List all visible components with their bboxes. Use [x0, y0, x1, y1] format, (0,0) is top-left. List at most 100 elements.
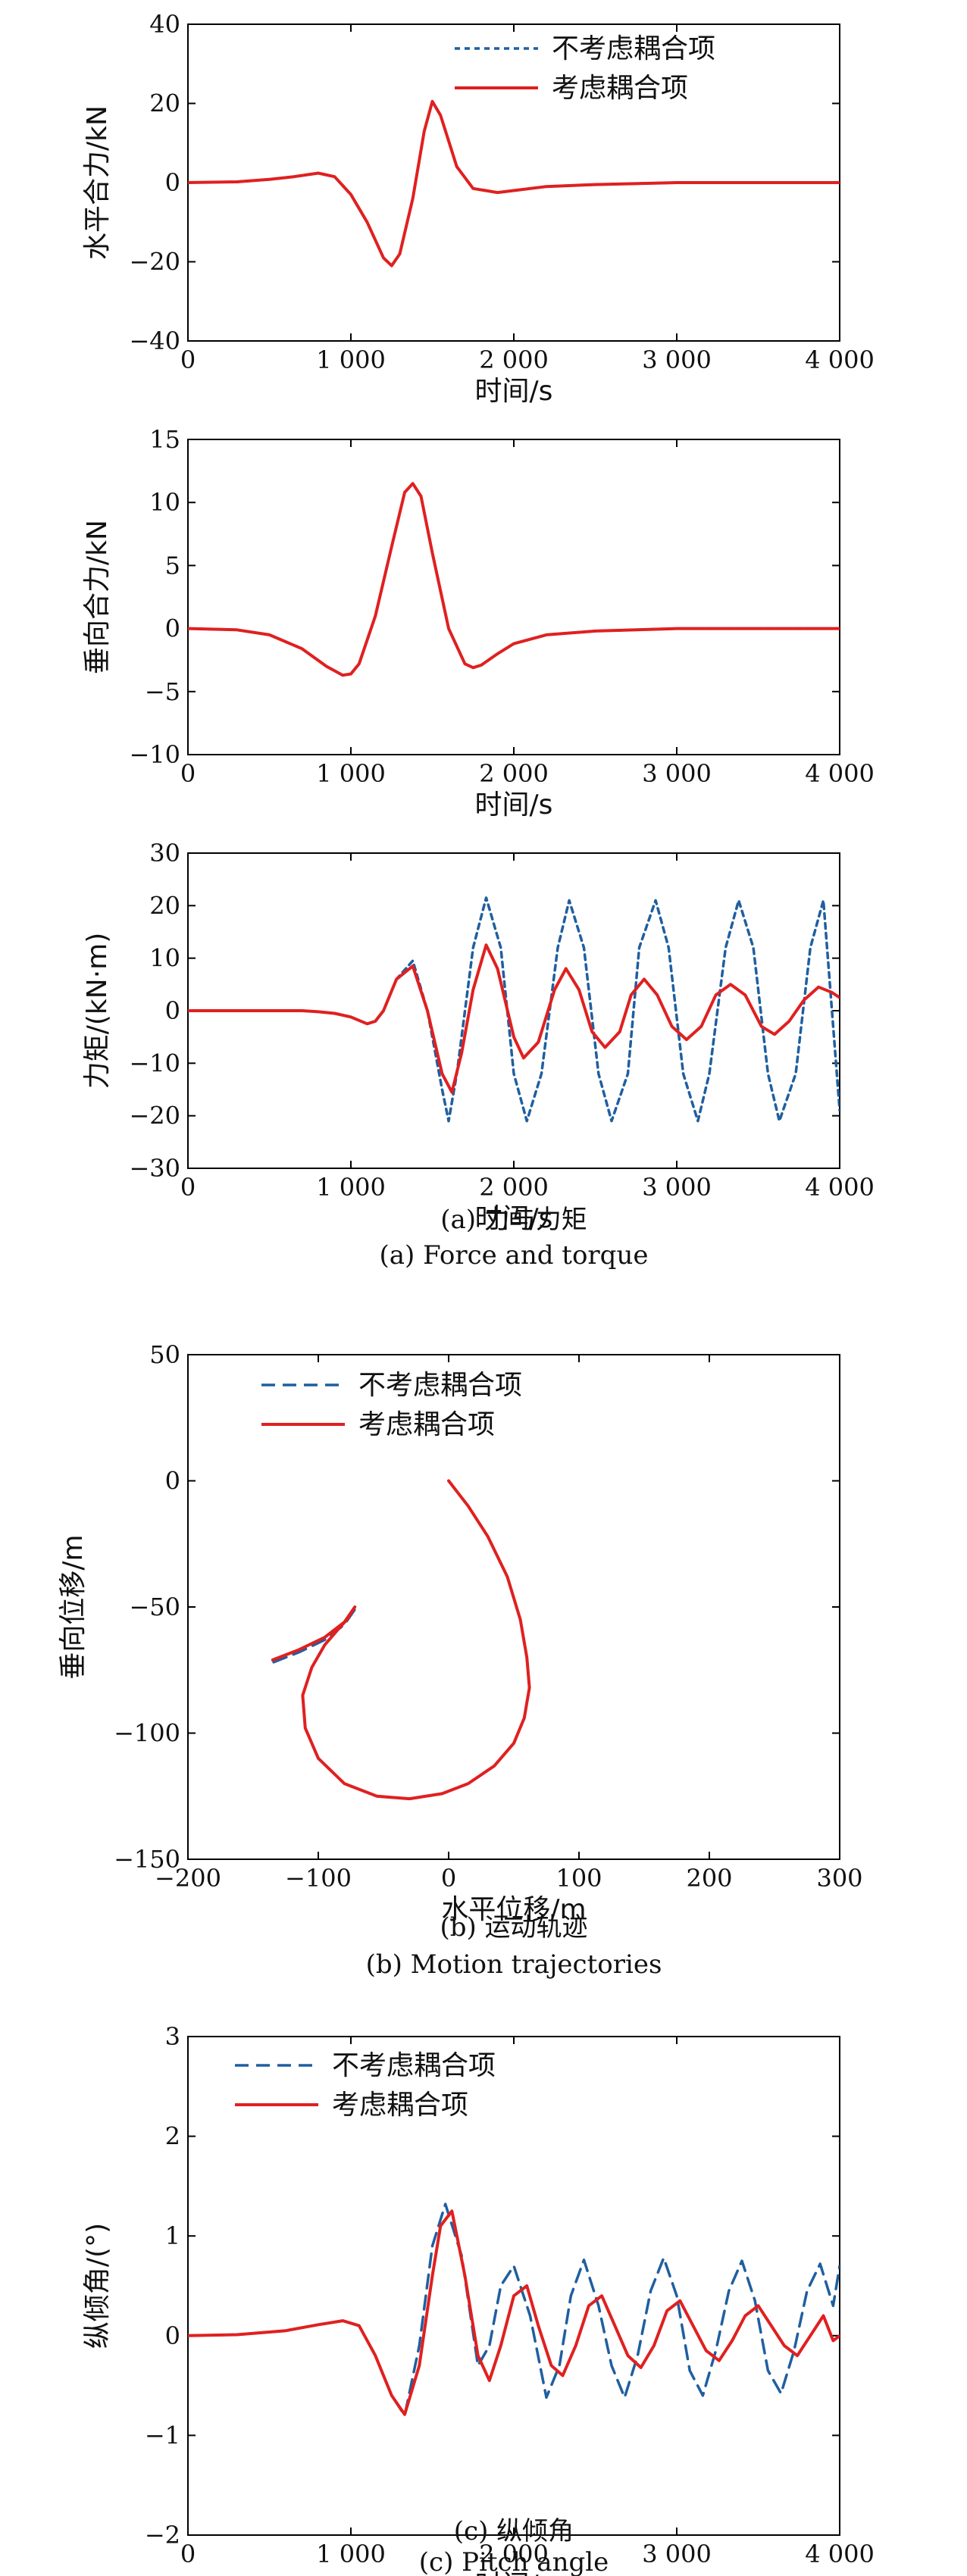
y-tick-label: −2 [145, 2521, 180, 2549]
y-tick-label: −20 [129, 248, 180, 277]
series-group [188, 896, 840, 1123]
chart-panel-1: 0 1 000 2 000 3 000 4 000 −40 −20 0 20 40 时间/s 水平合力… [82, 10, 875, 407]
y-tick-label: 0 [165, 996, 180, 1025]
x-tick-label: 200 [686, 1864, 732, 1893]
legend-label: 不考虑耦合项 [358, 1370, 522, 1401]
caption-b-en: (b) Motion trajectories [366, 1949, 662, 1980]
y-tick-label: 10 [149, 488, 180, 517]
caption-a-cn: (a) 力与力矩 [440, 1205, 587, 1235]
x-tick-label: 2 000 [479, 2540, 549, 2568]
y-tick-label: −150 [114, 1845, 180, 1874]
series-line-coupled [271, 1479, 531, 1801]
chart-panel-4: −200 −100 0 100 200 300 −150 −100 −50 0 50 水平位移/m 垂向… [58, 1340, 863, 1925]
y-axis-label: 垂向合力/kN [82, 520, 113, 674]
y-tick-label: −50 [129, 1593, 180, 1621]
y-tick-label: 50 [149, 1340, 180, 1369]
plot-frame [187, 2036, 840, 2536]
y-tick-label: −10 [129, 740, 180, 769]
legend-label: 考虑耦合项 [358, 1409, 495, 1440]
x-tick-label: 4 000 [805, 2540, 875, 2568]
plot-frame [187, 439, 840, 755]
caption-b-cn: (b) 运动轨迹 [440, 1912, 587, 1943]
legend-label: 考虑耦合项 [332, 2090, 468, 2121]
y-tick-label: −20 [129, 1102, 180, 1130]
x-tick-label: 2 000 [479, 1173, 549, 1202]
plot-frame [187, 1354, 840, 1860]
x-tick-label: 0 [180, 2540, 196, 2568]
series-line-coupled [188, 2209, 840, 2416]
y-tick-label: −100 [114, 1719, 180, 1748]
x-axis-label: 时间/s [475, 789, 553, 821]
series-line-uncoupled [188, 2202, 840, 2417]
caption-c-cn: (c) 纵倾角 [454, 2516, 574, 2546]
series-line-coupled [188, 943, 840, 1094]
x-tick-label: 3 000 [642, 345, 712, 374]
x-tick-label: 1 000 [316, 2540, 386, 2568]
x-axis-label: 时间/s [475, 1203, 553, 1234]
legend-label: 考虑耦合项 [552, 73, 688, 104]
y-tick-label: 40 [149, 10, 180, 39]
x-tick-label: 100 [555, 1864, 602, 1893]
series-line-uncoupled [188, 482, 840, 677]
x-tick-label: 3 000 [642, 1173, 712, 1202]
x-tick-label: 4 000 [805, 759, 875, 788]
chart-panel-2: 0 1 000 2 000 3 000 4 000 −10 −5 0 5 10 15 时间/s 垂向合力… [82, 425, 875, 821]
y-axis-label: 垂向位移/m [58, 1534, 89, 1679]
x-tick-label: 4 000 [805, 1173, 875, 1202]
series-line-uncoupled [271, 1479, 531, 1800]
chart-panel-5: 0 1 000 2 000 3 000 4 000 −2 −1 0 1 2 3 时间/s 纵倾角/(°)… [82, 2022, 875, 2576]
y-tick-label: −10 [129, 1049, 180, 1077]
x-tick-label: 1 000 [316, 1173, 386, 1202]
x-tick-label: 2 000 [479, 759, 549, 788]
y-axis-label: 力矩/(kN·m) [82, 933, 113, 1089]
x-tick-label: 4 000 [805, 345, 875, 374]
x-tick-label: −100 [285, 1864, 352, 1893]
series-group [188, 482, 840, 677]
x-axis-label: 水平位移/m [441, 1894, 586, 1925]
y-tick-label: 30 [149, 839, 180, 868]
x-tick-label: 0 [180, 759, 196, 788]
x-tick-label: 0 [180, 1173, 196, 1202]
x-axis-label: 时间/s [475, 376, 553, 407]
x-tick-label: 1 000 [316, 759, 386, 788]
x-tick-label: 0 [180, 345, 196, 374]
y-tick-label: 20 [149, 891, 180, 920]
y-tick-label: −40 [129, 327, 180, 355]
y-tick-label: 15 [149, 425, 180, 454]
y-tick-label: 3 [165, 2022, 180, 2051]
y-tick-label: 0 [165, 1467, 180, 1496]
series-group [188, 2202, 840, 2417]
series-group [271, 1479, 531, 1801]
chart-panel-3: 0 1 000 2 000 3 000 4 000 −30 −20 −10 0 10 20 30 时间/… [82, 839, 875, 1234]
series-line-coupled [188, 99, 840, 267]
y-tick-label: −1 [145, 2421, 180, 2449]
x-axis-label: 时间/s [475, 2570, 553, 2576]
x-tick-label: 0 [441, 1864, 456, 1893]
x-tick-label: 1 000 [316, 345, 386, 374]
x-tick-label: 2 000 [479, 345, 549, 374]
y-tick-label: 2 [165, 2122, 180, 2151]
y-tick-label: 10 [149, 944, 180, 973]
legend-label: 不考虑耦合项 [332, 2050, 496, 2081]
y-tick-label: 0 [165, 614, 180, 643]
y-axis-label: 水平合力/kN [82, 105, 113, 260]
y-axis-label: 纵倾角/(°) [82, 2223, 113, 2349]
series-group [188, 99, 840, 267]
y-tick-label: 0 [165, 2321, 180, 2350]
x-tick-label: 3 000 [642, 2540, 712, 2568]
legend-label: 不考虑耦合项 [552, 33, 715, 64]
y-tick-label: −30 [129, 1154, 180, 1183]
x-tick-label: −200 [155, 1864, 221, 1893]
y-tick-label: 1 [165, 2221, 180, 2250]
series-line-coupled [188, 482, 840, 677]
x-tick-label: 3 000 [642, 759, 712, 788]
y-tick-label: 0 [165, 168, 180, 197]
caption-a-en: (a) Force and torque [380, 1240, 649, 1271]
y-tick-label: −5 [145, 677, 180, 706]
y-tick-label: 20 [149, 89, 180, 118]
caption-c-en: (c) Pitch angle [419, 2547, 609, 2576]
